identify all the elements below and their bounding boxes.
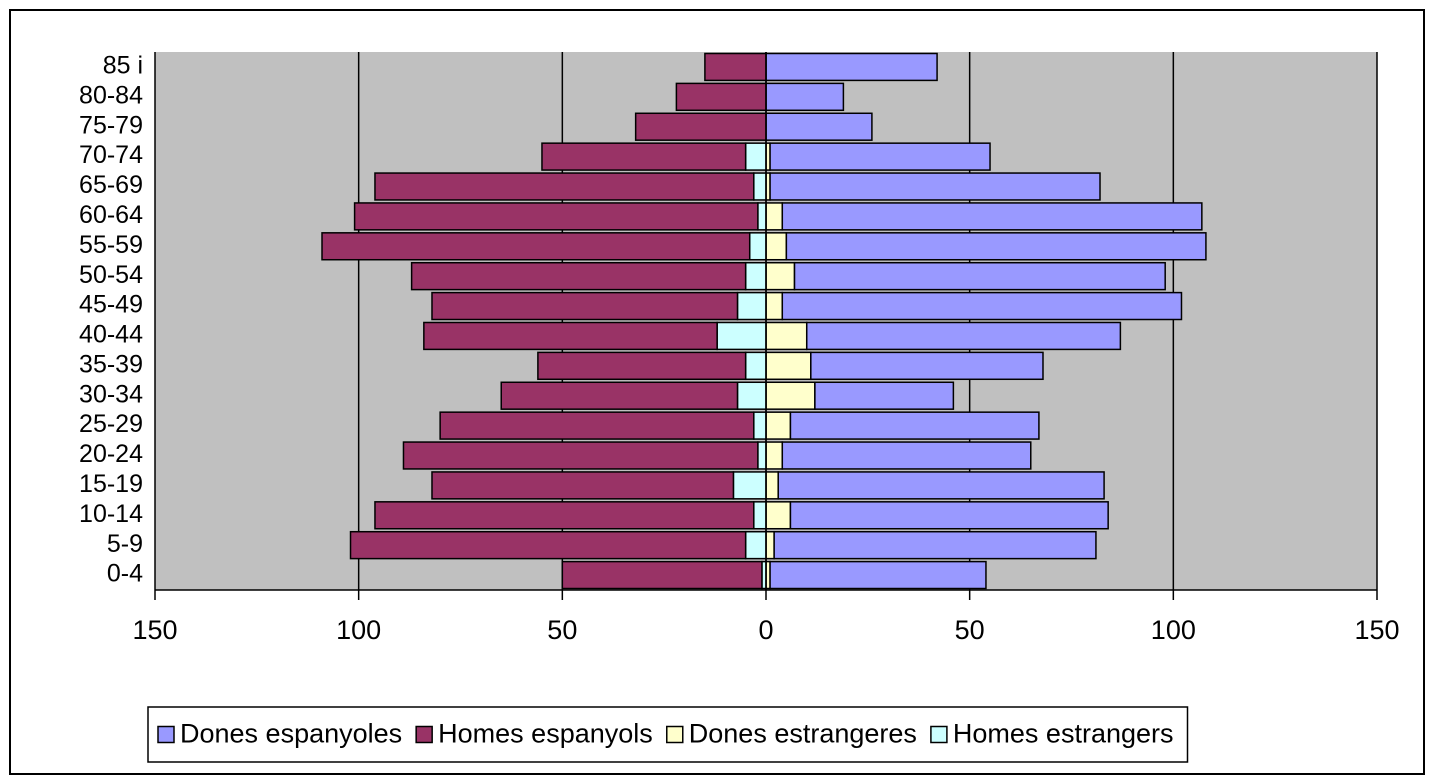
y-tick-label: 45-49: [79, 291, 143, 319]
bar: [732, 471, 767, 500]
bar: [374, 172, 755, 201]
bar: [769, 172, 1101, 201]
bar: [736, 381, 767, 410]
bar: [810, 351, 1044, 381]
y-tick-label: 85 i: [103, 52, 143, 80]
bar: [777, 471, 1105, 500]
bar: [805, 321, 1122, 351]
bar: [541, 142, 747, 171]
y-tick-label: 60-64: [79, 201, 143, 229]
bar: [765, 351, 812, 381]
bar: [321, 232, 751, 261]
legend-swatch: [666, 725, 684, 744]
bar: [769, 142, 991, 171]
bar: [789, 501, 1109, 530]
x-tick-label: 50: [547, 615, 577, 645]
y-tick-label: 55-59: [79, 231, 143, 259]
legend-label: Dones espanyoles: [180, 719, 402, 749]
bar: [744, 142, 767, 171]
y-tick-label: 40-44: [79, 321, 143, 349]
legend-label: Homes espanyols: [438, 719, 653, 749]
y-tick-label: 75-79: [79, 111, 143, 139]
bar: [765, 52, 938, 82]
bar: [423, 321, 718, 351]
legend-label: Homes estrangers: [953, 719, 1174, 749]
x-tick-label: 100: [336, 615, 381, 645]
bar: [748, 232, 767, 261]
y-tick-label: 80-84: [79, 81, 143, 109]
bar: [753, 501, 767, 530]
x-tick-label: 50: [955, 615, 985, 645]
bar: [765, 202, 784, 231]
bar: [744, 351, 767, 381]
bar: [781, 202, 1203, 231]
bar: [353, 202, 759, 231]
x-tick-label: 0: [758, 615, 773, 645]
y-tick-label: 50-54: [79, 261, 143, 289]
bar: [765, 261, 796, 291]
bar: [765, 291, 784, 321]
x-tick-label: 100: [1151, 615, 1196, 645]
y-tick-label: 20-24: [79, 440, 143, 468]
y-tick-label: 35-39: [79, 350, 143, 378]
bar: [765, 321, 808, 351]
bar: [781, 291, 1183, 321]
bar: [785, 232, 1207, 261]
x-tick-label: 150: [1354, 615, 1399, 645]
bar: [765, 411, 792, 440]
y-tick-label: 15-19: [79, 470, 143, 498]
bar: [765, 501, 792, 530]
bar: [716, 321, 767, 351]
bar: [704, 52, 767, 82]
bar: [814, 381, 955, 410]
bar: [765, 530, 775, 560]
bar: [561, 560, 763, 590]
bar: [765, 441, 784, 470]
bar: [402, 441, 759, 470]
bar: [744, 530, 767, 560]
bar: [765, 232, 788, 261]
bar: [675, 82, 767, 112]
bar: [736, 291, 767, 321]
bar: [753, 172, 767, 201]
y-tick-label: 5-9: [107, 530, 143, 558]
bar: [781, 441, 1032, 470]
bar: [765, 381, 816, 410]
legend-swatch: [157, 725, 175, 744]
y-tick-label: 65-69: [79, 171, 143, 199]
bar: [757, 202, 767, 231]
bar: [349, 530, 747, 560]
bar: [793, 261, 1166, 291]
bar: [439, 411, 755, 440]
bar: [765, 112, 873, 141]
y-tick-label: 10-14: [79, 500, 143, 528]
bar: [410, 261, 747, 291]
y-tick-label: 0-4: [107, 560, 143, 588]
bar: [537, 351, 747, 381]
bar: [789, 411, 1040, 440]
y-tick-label: 25-29: [79, 410, 143, 438]
bar: [500, 381, 739, 410]
bar: [773, 530, 1097, 560]
y-tick-label: 70-74: [79, 141, 143, 169]
bar: [431, 291, 739, 321]
bar: [765, 82, 845, 112]
legend-swatch: [930, 725, 948, 744]
bar: [431, 471, 735, 500]
bar: [744, 261, 767, 291]
bar: [374, 501, 755, 530]
bar: [757, 441, 767, 470]
bar: [634, 112, 767, 141]
x-tick-label: 150: [132, 615, 177, 645]
legend-swatch: [415, 725, 433, 744]
bar: [753, 411, 767, 440]
bar: [769, 560, 987, 590]
bar: [765, 471, 779, 500]
legend-label: Dones estrangeres: [689, 719, 917, 749]
y-tick-label: 30-34: [79, 380, 143, 408]
